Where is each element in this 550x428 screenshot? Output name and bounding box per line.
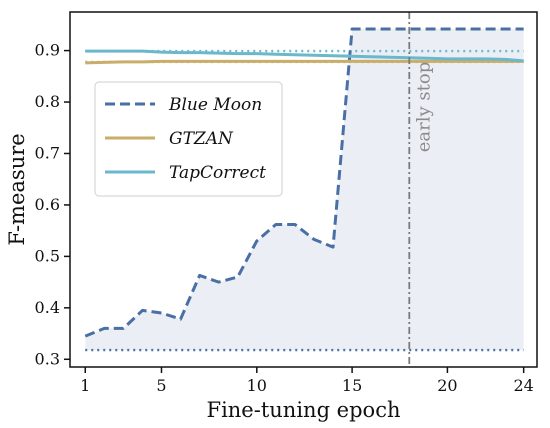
x-tick-label: 10 <box>247 376 267 395</box>
series-line-blue-moon <box>84 27 524 338</box>
legend-label-blue-moon: Blue Moon <box>168 95 262 115</box>
y-tick-label: 0.7 <box>35 143 60 162</box>
plot-frame <box>69 11 538 368</box>
legend-label-tapcorrect: TapCorrect <box>169 163 266 183</box>
y-tick-label: 0.4 <box>35 298 60 317</box>
y-tick-label: 0.3 <box>35 349 60 368</box>
series-fill-blue-moon <box>85 28 524 351</box>
series-lines <box>84 27 524 338</box>
early-stop-label: early stop <box>413 62 434 152</box>
x-tick-label: 20 <box>437 376 457 395</box>
y-tick-label: 0.9 <box>35 41 60 60</box>
legend-box <box>94 81 283 197</box>
y-axis-ticks: 0.3 0.4 0.5 0.6 0.7 0.8 0.9 <box>35 41 70 368</box>
legend-label-gtzan: GTZAN <box>169 129 234 149</box>
x-tick-label: 1 <box>80 376 90 395</box>
series-line-tapcorrect <box>85 49 524 63</box>
x-tick-label: 24 <box>513 376 533 395</box>
legend: Blue Moon GTZAN TapCorrect <box>94 81 283 197</box>
x-tick-label: 15 <box>342 376 362 395</box>
series-line-gtzan <box>85 59 524 65</box>
y-tick-label: 0.6 <box>35 195 60 214</box>
y-tick-label: 0.5 <box>35 246 60 265</box>
x-tick-label: 5 <box>156 376 166 395</box>
fill-areas <box>85 28 524 351</box>
y-axis-label: F-measure <box>5 133 29 245</box>
x-axis-label: Fine-tuning epoch <box>207 398 401 422</box>
x-axis-ticks: 1 5 10 15 20 24 <box>80 367 534 395</box>
y-tick-label: 0.8 <box>35 92 60 111</box>
annotations: early stop <box>408 12 434 367</box>
